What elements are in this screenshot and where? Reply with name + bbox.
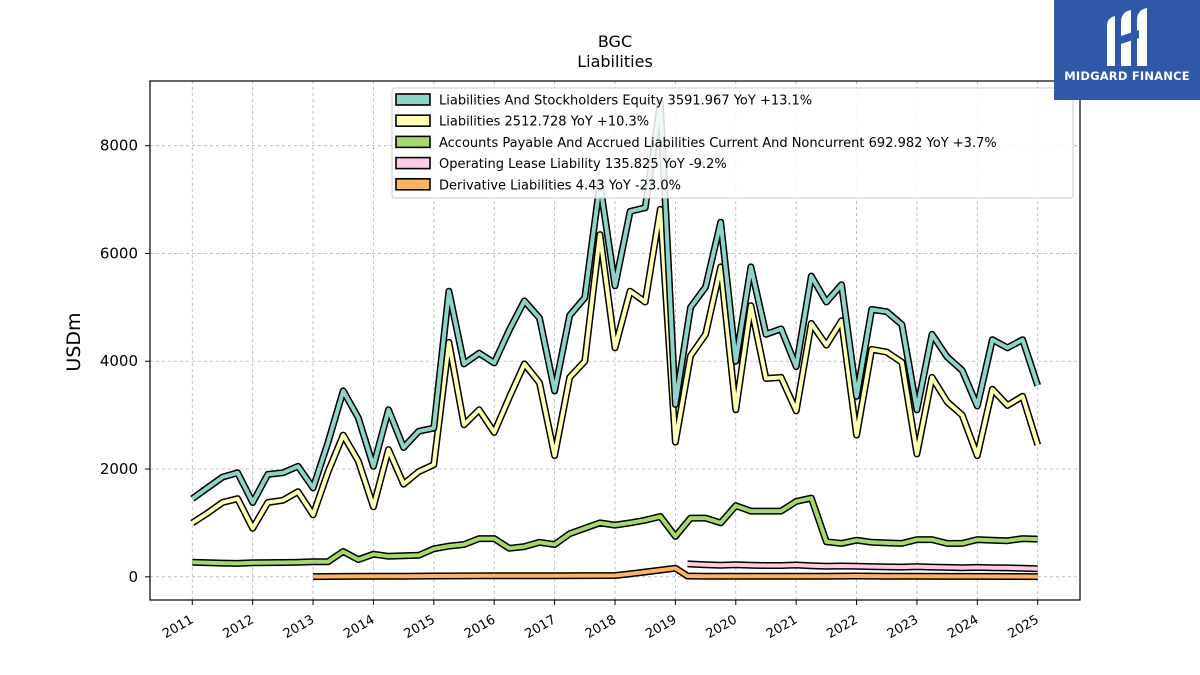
x-tick-label: 2014 (341, 612, 377, 642)
x-tick-label: 2016 (462, 612, 498, 642)
legend-entry: Liabilities And Stockholders Equity 3591… (439, 94, 812, 109)
x-tick-label: 2022 (824, 612, 860, 642)
x-tick-label: 2024 (945, 612, 981, 642)
y-tick-label: 2000 (100, 460, 138, 478)
x-tick-label: 2013 (281, 612, 317, 642)
series-line (687, 561, 1038, 571)
y-tick-label: 0 (128, 568, 138, 586)
chart-title: BGC (598, 32, 632, 51)
series-0 (190, 99, 1042, 506)
chart-subtitle: Liabilities (577, 52, 653, 71)
x-tick-label: 2011 (160, 612, 196, 642)
legend-swatch (395, 156, 431, 170)
x-tick-label: 2018 (583, 612, 619, 642)
legend-entry: Derivative Liabilities 4.43 YoY -23.0% (439, 178, 681, 193)
legend-entry: Operating Lease Liability 135.825 YoY -9… (439, 157, 727, 172)
x-tick-label: 2023 (885, 612, 921, 642)
x-tick-label: 2012 (221, 612, 257, 642)
legend-entry: Liabilities 2512.728 YoY +10.3% (439, 115, 649, 130)
series-3 (687, 560, 1038, 573)
series-layer (190, 99, 1042, 581)
series-line (191, 100, 1040, 505)
series-2 (192, 494, 1038, 567)
x-tick-label: 2025 (1006, 612, 1042, 642)
midgard-logo-icon (1107, 8, 1147, 66)
x-tick-label: 2017 (522, 612, 558, 642)
legend-swatch (395, 114, 431, 127)
series-1 (190, 205, 1042, 532)
legend-swatch (395, 135, 431, 149)
brand-logo: MIDGARD FINANCE (1054, 0, 1200, 100)
brand-name: MIDGARD FINANCE (1064, 69, 1190, 83)
series-4 (313, 564, 1038, 581)
series-line (313, 566, 1038, 579)
x-tick-label: 2015 (402, 612, 438, 642)
legend-entry: Accounts Payable And Accrued Liabilities… (439, 136, 997, 151)
legend-box (391, 87, 1074, 199)
series-line (191, 207, 1040, 531)
legend-swatch (395, 93, 431, 106)
x-tick-label: 2019 (643, 612, 679, 642)
y-tick-label: 6000 (100, 244, 138, 262)
legend: Liabilities And Stockholders Equity 3591… (391, 87, 1074, 199)
legend-swatch (395, 178, 431, 191)
y-tick-label: 8000 (100, 137, 138, 155)
x-tick-label: 2020 (704, 612, 740, 642)
series-line (192, 496, 1038, 566)
y-tick-label: 4000 (100, 352, 138, 370)
y-axis-label: USDm (63, 312, 85, 371)
x-tick-label: 2021 (764, 612, 800, 642)
